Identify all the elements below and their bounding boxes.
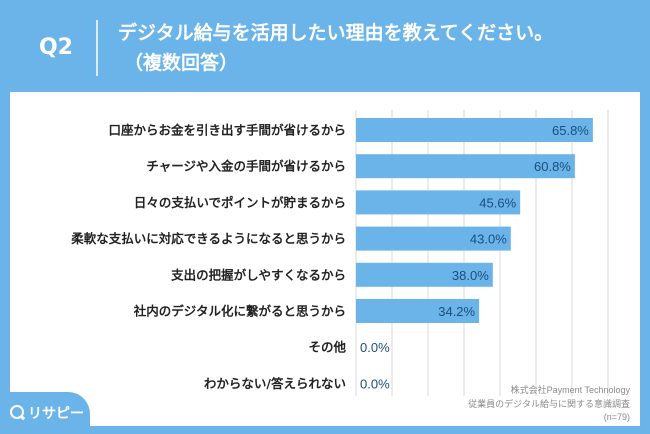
bar-value-label: 0.0%	[360, 340, 390, 355]
category-label: 社内のデジタル化に繋がると思うから	[133, 304, 346, 319]
bar-value-label: 43.0%	[470, 232, 507, 247]
search-icon	[10, 405, 24, 419]
bar	[356, 262, 493, 287]
bar-value-label: 65.8%	[552, 123, 589, 138]
bar	[356, 154, 575, 179]
bar-chart: 口座からお金を引き出す手間が省けるから 65.8% チャージや入金の手間が省けるから…	[70, 110, 631, 422]
question-number: Q2	[38, 35, 73, 60]
question-subtitle: （複数回答）	[124, 52, 239, 74]
chart-panel: 口座からお金を引き出す手間が省けるから 65.8% チャージや入金の手間が省けるから…	[10, 92, 640, 426]
bar	[356, 299, 480, 323]
bar-value-label: 34.2%	[438, 304, 475, 319]
category-label: その他	[308, 340, 346, 355]
category-label: 日々の支払いでポイントが貯まるから	[134, 195, 346, 210]
bar	[356, 118, 593, 142]
question-title: デジタル給与を活用したい理由を教えてください。	[118, 22, 554, 44]
category-label: 口座からお金を引き出す手間が省けるから	[108, 123, 346, 138]
bar-value-label: 45.6%	[479, 195, 516, 210]
footnote-company: 株式会社Payment Technology	[511, 384, 631, 395]
footnote-survey: 従業員のデジタル給与に関する意識調査	[468, 398, 630, 410]
header-divider	[96, 20, 98, 76]
bar	[356, 190, 521, 215]
bar-value-label: 60.8%	[534, 159, 571, 174]
bar	[356, 226, 511, 251]
category-label: チャージや入金の手間が省けるから	[146, 159, 346, 174]
category-label: 支出の把握がしやすくなるから	[170, 267, 346, 282]
footnote-sample-size: (n=79)	[604, 412, 630, 422]
brand-name: リサピー	[28, 406, 84, 422]
category-label: 柔軟な支払いに対応できるようになると思うから	[70, 231, 346, 246]
bar-value-label: 0.0%	[360, 376, 390, 391]
category-label: わからない/答えられない	[204, 376, 346, 391]
header: Q2 デジタル給与を活用したい理由を教えてください。 （複数回答）	[0, 0, 650, 92]
brand-badge: リサピー	[0, 392, 90, 434]
bar-value-label: 38.0%	[452, 268, 489, 283]
